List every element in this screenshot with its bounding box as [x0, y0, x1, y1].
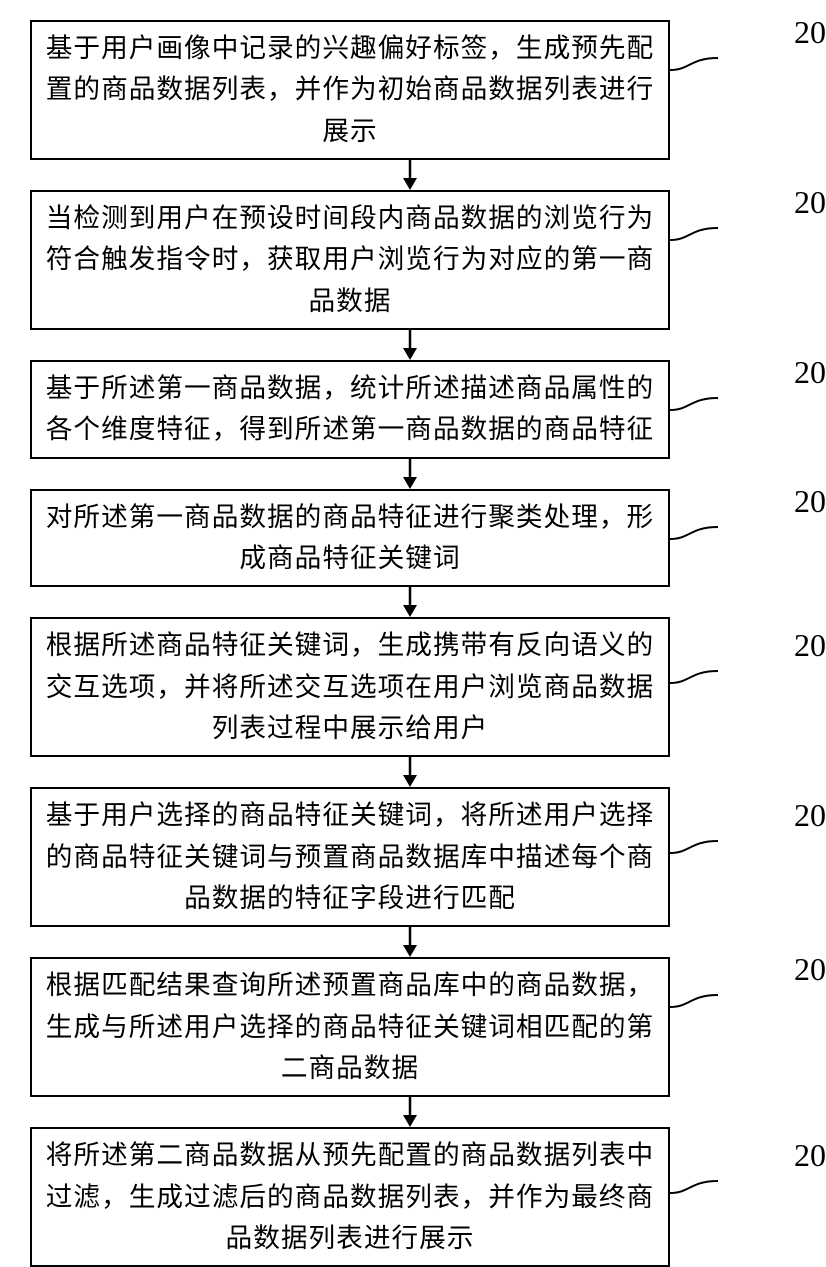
step-row-205: 根据所述商品特征关键词，生成携带有反向语义的交互选项，并将所述交互选项在用户浏览… [30, 617, 790, 757]
step-row-201: 基于用户画像中记录的兴趣偏好标签，生成预先配置的商品数据列表，并作为初始商品数据… [30, 20, 790, 160]
step-text: 基于所述第一商品数据，统计所述描述商品属性的各个维度特征，得到所述第一商品数据的… [42, 368, 658, 451]
step-label-201: 201 [794, 14, 826, 51]
step-label-202: 202 [794, 184, 826, 221]
step-connector [670, 663, 740, 703]
flowchart-container: 基于用户画像中记录的兴趣偏好标签，生成预先配置的商品数据列表，并作为初始商品数据… [30, 20, 790, 1267]
step-box-205: 根据所述商品特征关键词，生成携带有反向语义的交互选项，并将所述交互选项在用户浏览… [30, 617, 670, 757]
arrow-down [90, 587, 730, 617]
step-label-205: 205 [794, 627, 826, 664]
step-box-208: 将所述第二商品数据从预先配置的商品数据列表中过滤，生成过滤后的商品数据列表，并作… [30, 1127, 670, 1267]
step-text: 根据所述商品特征关键词，生成携带有反向语义的交互选项，并将所述交互选项在用户浏览… [42, 625, 658, 749]
step-text: 当检测到用户在预设时间段内商品数据的浏览行为符合触发指令时，获取用户浏览行为对应… [42, 198, 658, 322]
step-box-203: 基于所述第一商品数据，统计所述描述商品属性的各个维度特征，得到所述第一商品数据的… [30, 360, 670, 459]
step-row-204: 对所述第一商品数据的商品特征进行聚类处理，形成商品特征关键词204 [30, 489, 790, 588]
step-connector [670, 220, 740, 260]
step-row-202: 当检测到用户在预设时间段内商品数据的浏览行为符合触发指令时，获取用户浏览行为对应… [30, 190, 790, 330]
step-label-208: 208 [794, 1137, 826, 1174]
step-text: 对所述第一商品数据的商品特征进行聚类处理，形成商品特征关键词 [42, 497, 658, 580]
step-text: 根据匹配结果查询所述预置商品库中的商品数据，生成与所述用户选择的商品特征关键词相… [42, 965, 658, 1089]
arrow-down [90, 1097, 730, 1127]
arrow-down [90, 160, 730, 190]
step-box-204: 对所述第一商品数据的商品特征进行聚类处理，形成商品特征关键词 [30, 489, 670, 588]
step-connector [670, 833, 740, 873]
step-box-206: 基于用户选择的商品特征关键词，将所述用户选择的商品特征关键词与预置商品数据库中描… [30, 787, 670, 927]
step-label-206: 206 [794, 797, 826, 834]
step-connector [670, 987, 740, 1027]
step-row-208: 将所述第二商品数据从预先配置的商品数据列表中过滤，生成过滤后的商品数据列表，并作… [30, 1127, 790, 1267]
step-box-202: 当检测到用户在预设时间段内商品数据的浏览行为符合触发指令时，获取用户浏览行为对应… [30, 190, 670, 330]
arrow-down [90, 330, 730, 360]
step-connector [670, 1173, 740, 1213]
step-label-204: 204 [794, 483, 826, 520]
step-connector [670, 390, 740, 430]
arrow-down [90, 757, 730, 787]
arrow-down [90, 927, 730, 957]
step-box-201: 基于用户画像中记录的兴趣偏好标签，生成预先配置的商品数据列表，并作为初始商品数据… [30, 20, 670, 160]
step-label-207: 207 [794, 951, 826, 988]
step-text: 基于用户画像中记录的兴趣偏好标签，生成预先配置的商品数据列表，并作为初始商品数据… [42, 28, 658, 152]
step-text: 基于用户选择的商品特征关键词，将所述用户选择的商品特征关键词与预置商品数据库中描… [42, 795, 658, 919]
step-connector [670, 519, 740, 559]
step-row-206: 基于用户选择的商品特征关键词，将所述用户选择的商品特征关键词与预置商品数据库中描… [30, 787, 790, 927]
step-connector [670, 50, 740, 90]
arrow-down [90, 459, 730, 489]
step-label-203: 203 [794, 354, 826, 391]
step-text: 将所述第二商品数据从预先配置的商品数据列表中过滤，生成过滤后的商品数据列表，并作… [42, 1135, 658, 1259]
step-row-203: 基于所述第一商品数据，统计所述描述商品属性的各个维度特征，得到所述第一商品数据的… [30, 360, 790, 459]
step-box-207: 根据匹配结果查询所述预置商品库中的商品数据，生成与所述用户选择的商品特征关键词相… [30, 957, 670, 1097]
step-row-207: 根据匹配结果查询所述预置商品库中的商品数据，生成与所述用户选择的商品特征关键词相… [30, 957, 790, 1097]
